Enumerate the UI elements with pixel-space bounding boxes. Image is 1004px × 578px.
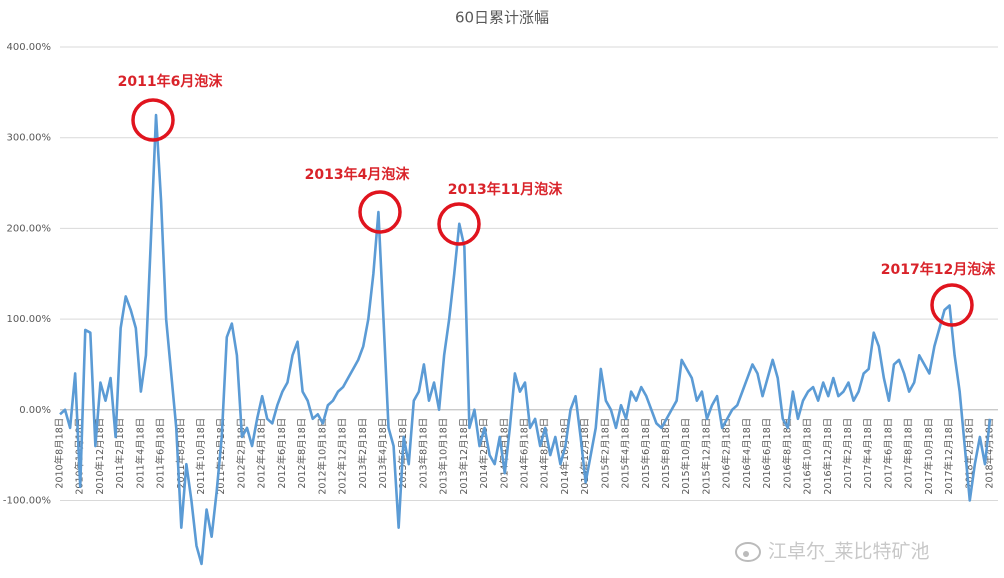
y-tick-label: 400.00%: [7, 42, 52, 53]
x-tick-label: 2011年4月18日: [134, 418, 146, 489]
y-tick-label: 100.00%: [7, 314, 52, 325]
x-tick-label: 2011年6月18日: [155, 418, 167, 489]
watermark: 江卓尔_莱比特矿池: [768, 541, 930, 563]
annotation-circle: [358, 190, 402, 234]
x-tick-label: 2015年12月18日: [700, 418, 712, 495]
x-tick-label: 2017年12月18日: [943, 418, 955, 495]
x-tick-label: 2013年4月18日: [377, 418, 389, 489]
x-tick-label: 2010年8月18日: [54, 418, 66, 489]
x-tick-label: 2013年8月18日: [417, 418, 429, 489]
x-tick-label: 2014年4月18日: [498, 418, 510, 489]
annotation-circle: [131, 98, 175, 142]
chart-title: 60日累计涨幅: [455, 9, 549, 27]
x-tick-label: 2014年6月18日: [519, 418, 531, 489]
x-tick-label: 2012年4月18日: [256, 418, 268, 489]
x-tick-label: 2015年8月18日: [660, 418, 672, 489]
x-tick-label: 2017年8月18日: [903, 418, 915, 489]
x-tick-label: 2016年10月18日: [802, 418, 814, 495]
x-tick-label: 2011年2月18日: [114, 418, 126, 489]
x-tick-label: 2014年10月18日: [559, 418, 571, 495]
annotation: 2011年6月泡沫: [118, 73, 224, 90]
x-tick-label: 2018年4月18日: [984, 418, 996, 489]
line-series: [59, 113, 992, 566]
x-tick-label: 2013年12月18日: [458, 418, 470, 495]
x-tick-label: 2017年2月18日: [842, 418, 854, 489]
x-tick-label: 2016年12月18日: [822, 418, 834, 495]
x-tick-label: 2012年2月18日: [235, 418, 247, 489]
y-tick-label: -100.00%: [3, 495, 51, 506]
x-tick-label: 2015年4月18日: [620, 418, 632, 489]
x-tick-label: 2017年4月18日: [862, 418, 874, 489]
annotation-circle: [437, 202, 481, 246]
x-tick-label: 2012年12月18日: [337, 418, 349, 495]
y-tick-label: 300.00%: [7, 133, 52, 144]
y-tick-label: 200.00%: [7, 223, 52, 234]
x-tick-label: 2011年10月18日: [195, 418, 207, 495]
annotation: 2017年12月泡沫: [881, 261, 996, 278]
x-tick-label: 2015年10月18日: [680, 418, 692, 495]
x-tick-label: 2013年2月18日: [357, 418, 369, 489]
x-tick-label: 2016年4月18日: [741, 418, 753, 489]
x-tick-label: 2016年6月18日: [761, 418, 773, 489]
x-tick-label: 2016年8月18日: [781, 418, 793, 489]
x-tick-label: 2012年8月18日: [296, 418, 308, 489]
annotation: 2013年11月泡沫: [448, 181, 563, 198]
x-tick-label: 2017年6月18日: [882, 418, 894, 489]
y-tick-label: 0.00%: [19, 405, 51, 416]
x-tick-label: 2015年6月18日: [640, 418, 652, 489]
x-tick-label: 2012年6月18日: [276, 418, 288, 489]
x-tick-label: 2015年2月18日: [599, 418, 611, 489]
weibo-logo: [735, 542, 761, 562]
x-tick-label: 2013年10月18日: [438, 418, 450, 495]
x-tick-label: 2016年2月18日: [721, 418, 733, 489]
x-tick-label: 2012年10月18日: [316, 418, 328, 495]
annotation: 2013年4月泡沫: [305, 166, 411, 183]
annotation-circle: [930, 283, 974, 327]
x-tick-label: 2017年10月18日: [923, 418, 935, 495]
